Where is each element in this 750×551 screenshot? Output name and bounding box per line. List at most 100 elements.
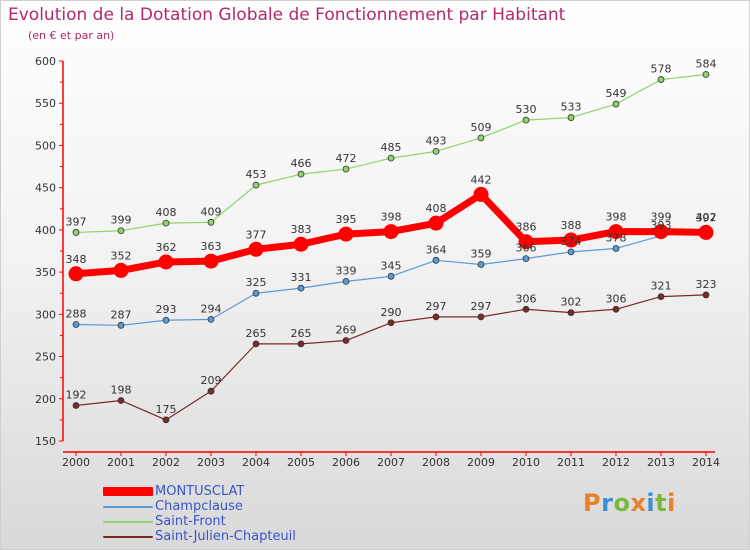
data-label: 293 xyxy=(156,303,177,316)
y-tick-label: 250 xyxy=(35,351,56,364)
x-tick-label: 2000 xyxy=(62,456,90,469)
series-montusclat xyxy=(68,186,714,282)
x-tick-label: 2011 xyxy=(557,456,585,469)
data-point xyxy=(567,309,575,317)
data-point xyxy=(522,305,530,313)
y-tick-label: 600 xyxy=(35,55,56,68)
x-tick-label: 2002 xyxy=(152,456,180,469)
data-label: 393 xyxy=(651,219,672,232)
data-point xyxy=(387,319,395,327)
data-label: 549 xyxy=(606,87,627,100)
data-point xyxy=(113,262,129,278)
data-label: 297 xyxy=(471,300,492,313)
legend-swatch xyxy=(103,521,153,523)
y-tick-label: 150 xyxy=(35,435,56,448)
data-label: 397 xyxy=(696,211,717,224)
data-label: 442 xyxy=(471,173,492,186)
data-label: 584 xyxy=(696,58,717,71)
data-point xyxy=(612,100,620,108)
y-tick-label: 350 xyxy=(35,266,56,279)
data-point xyxy=(608,224,624,240)
data-label: 325 xyxy=(246,276,267,289)
data-point xyxy=(563,232,579,248)
data-point xyxy=(653,224,669,240)
data-point xyxy=(117,227,125,235)
legend-label: Saint-Julien-Chapteuil xyxy=(155,529,296,544)
data-label: 287 xyxy=(111,308,132,321)
y-tick-label: 300 xyxy=(35,308,56,321)
series-champclause xyxy=(72,224,710,329)
x-tick-label: 2013 xyxy=(647,456,675,469)
data-label: 374 xyxy=(561,235,582,248)
legend-swatch xyxy=(103,487,153,496)
data-point xyxy=(162,416,170,424)
data-point xyxy=(567,114,575,121)
data-label: 306 xyxy=(516,292,537,305)
series-saint-front xyxy=(72,71,710,236)
data-label: 466 xyxy=(291,157,312,170)
data-label: 192 xyxy=(66,389,87,402)
data-point xyxy=(297,170,305,178)
data-point xyxy=(477,134,485,142)
data-label: 399 xyxy=(651,211,672,224)
x-tick-label: 2003 xyxy=(197,456,225,469)
data-label: 302 xyxy=(561,296,582,309)
data-label: 323 xyxy=(696,278,717,291)
data-point xyxy=(252,340,260,348)
data-label: 402 xyxy=(696,211,717,224)
y-axis: 150 200 250 300 350 400 450 500 550 600 xyxy=(35,55,64,448)
x-tick-label: 2001 xyxy=(107,456,135,469)
data-label: 297 xyxy=(426,300,447,313)
legend: MONTUSCLAT Champclause Saint-Front Saint… xyxy=(103,484,343,544)
data-point xyxy=(612,305,620,313)
data-label: 398 xyxy=(606,211,627,224)
data-label: 378 xyxy=(606,231,627,244)
data-point xyxy=(338,226,354,242)
data-point xyxy=(158,254,174,270)
x-tick-label: 2012 xyxy=(602,456,630,469)
data-label: 408 xyxy=(156,206,177,219)
data-label: 294 xyxy=(201,302,222,315)
data-label: 288 xyxy=(66,307,87,320)
data-point xyxy=(387,272,395,280)
data-point xyxy=(342,165,350,173)
data-point xyxy=(522,255,530,263)
data-label: 578 xyxy=(651,63,672,76)
data-point xyxy=(432,313,440,321)
data-point xyxy=(702,71,710,78)
y-tick-label: 200 xyxy=(35,393,56,406)
x-tick-label: 2007 xyxy=(377,456,405,469)
data-point xyxy=(72,229,80,236)
data-point xyxy=(473,186,489,202)
x-tick-label: 2010 xyxy=(512,456,540,469)
data-point xyxy=(702,291,710,299)
legend-item-champclause: Champclause xyxy=(103,499,343,514)
y-tick-label: 400 xyxy=(35,224,56,237)
data-point xyxy=(252,289,260,297)
data-label: 321 xyxy=(651,280,672,293)
data-label: 198 xyxy=(111,383,132,396)
data-label: 364 xyxy=(426,243,447,256)
data-point xyxy=(657,293,665,301)
x-tick-label: 2004 xyxy=(242,456,270,469)
data-point xyxy=(612,245,620,252)
data-label-layer: 397 399 408 409 453 466 472 485 493 509 530 533 549 5… xyxy=(66,58,717,416)
x-tick-label: 2005 xyxy=(287,456,315,469)
logo-letter: o xyxy=(613,489,631,517)
legend-label: Saint-Front xyxy=(155,514,226,529)
data-point xyxy=(207,218,215,226)
data-label: 265 xyxy=(246,327,267,340)
data-point xyxy=(293,236,309,252)
series-layer xyxy=(68,71,714,424)
data-label: 453 xyxy=(246,168,267,181)
data-point xyxy=(657,76,665,83)
data-point xyxy=(248,241,264,257)
data-point xyxy=(342,277,350,285)
data-label: 359 xyxy=(471,248,492,261)
legend-item-saint-julien-chapteuil: Saint-Julien-Chapteuil xyxy=(103,529,343,544)
data-label: 209 xyxy=(201,374,222,387)
data-point xyxy=(297,340,305,348)
proxiti-logo: Proxiti xyxy=(583,489,676,517)
